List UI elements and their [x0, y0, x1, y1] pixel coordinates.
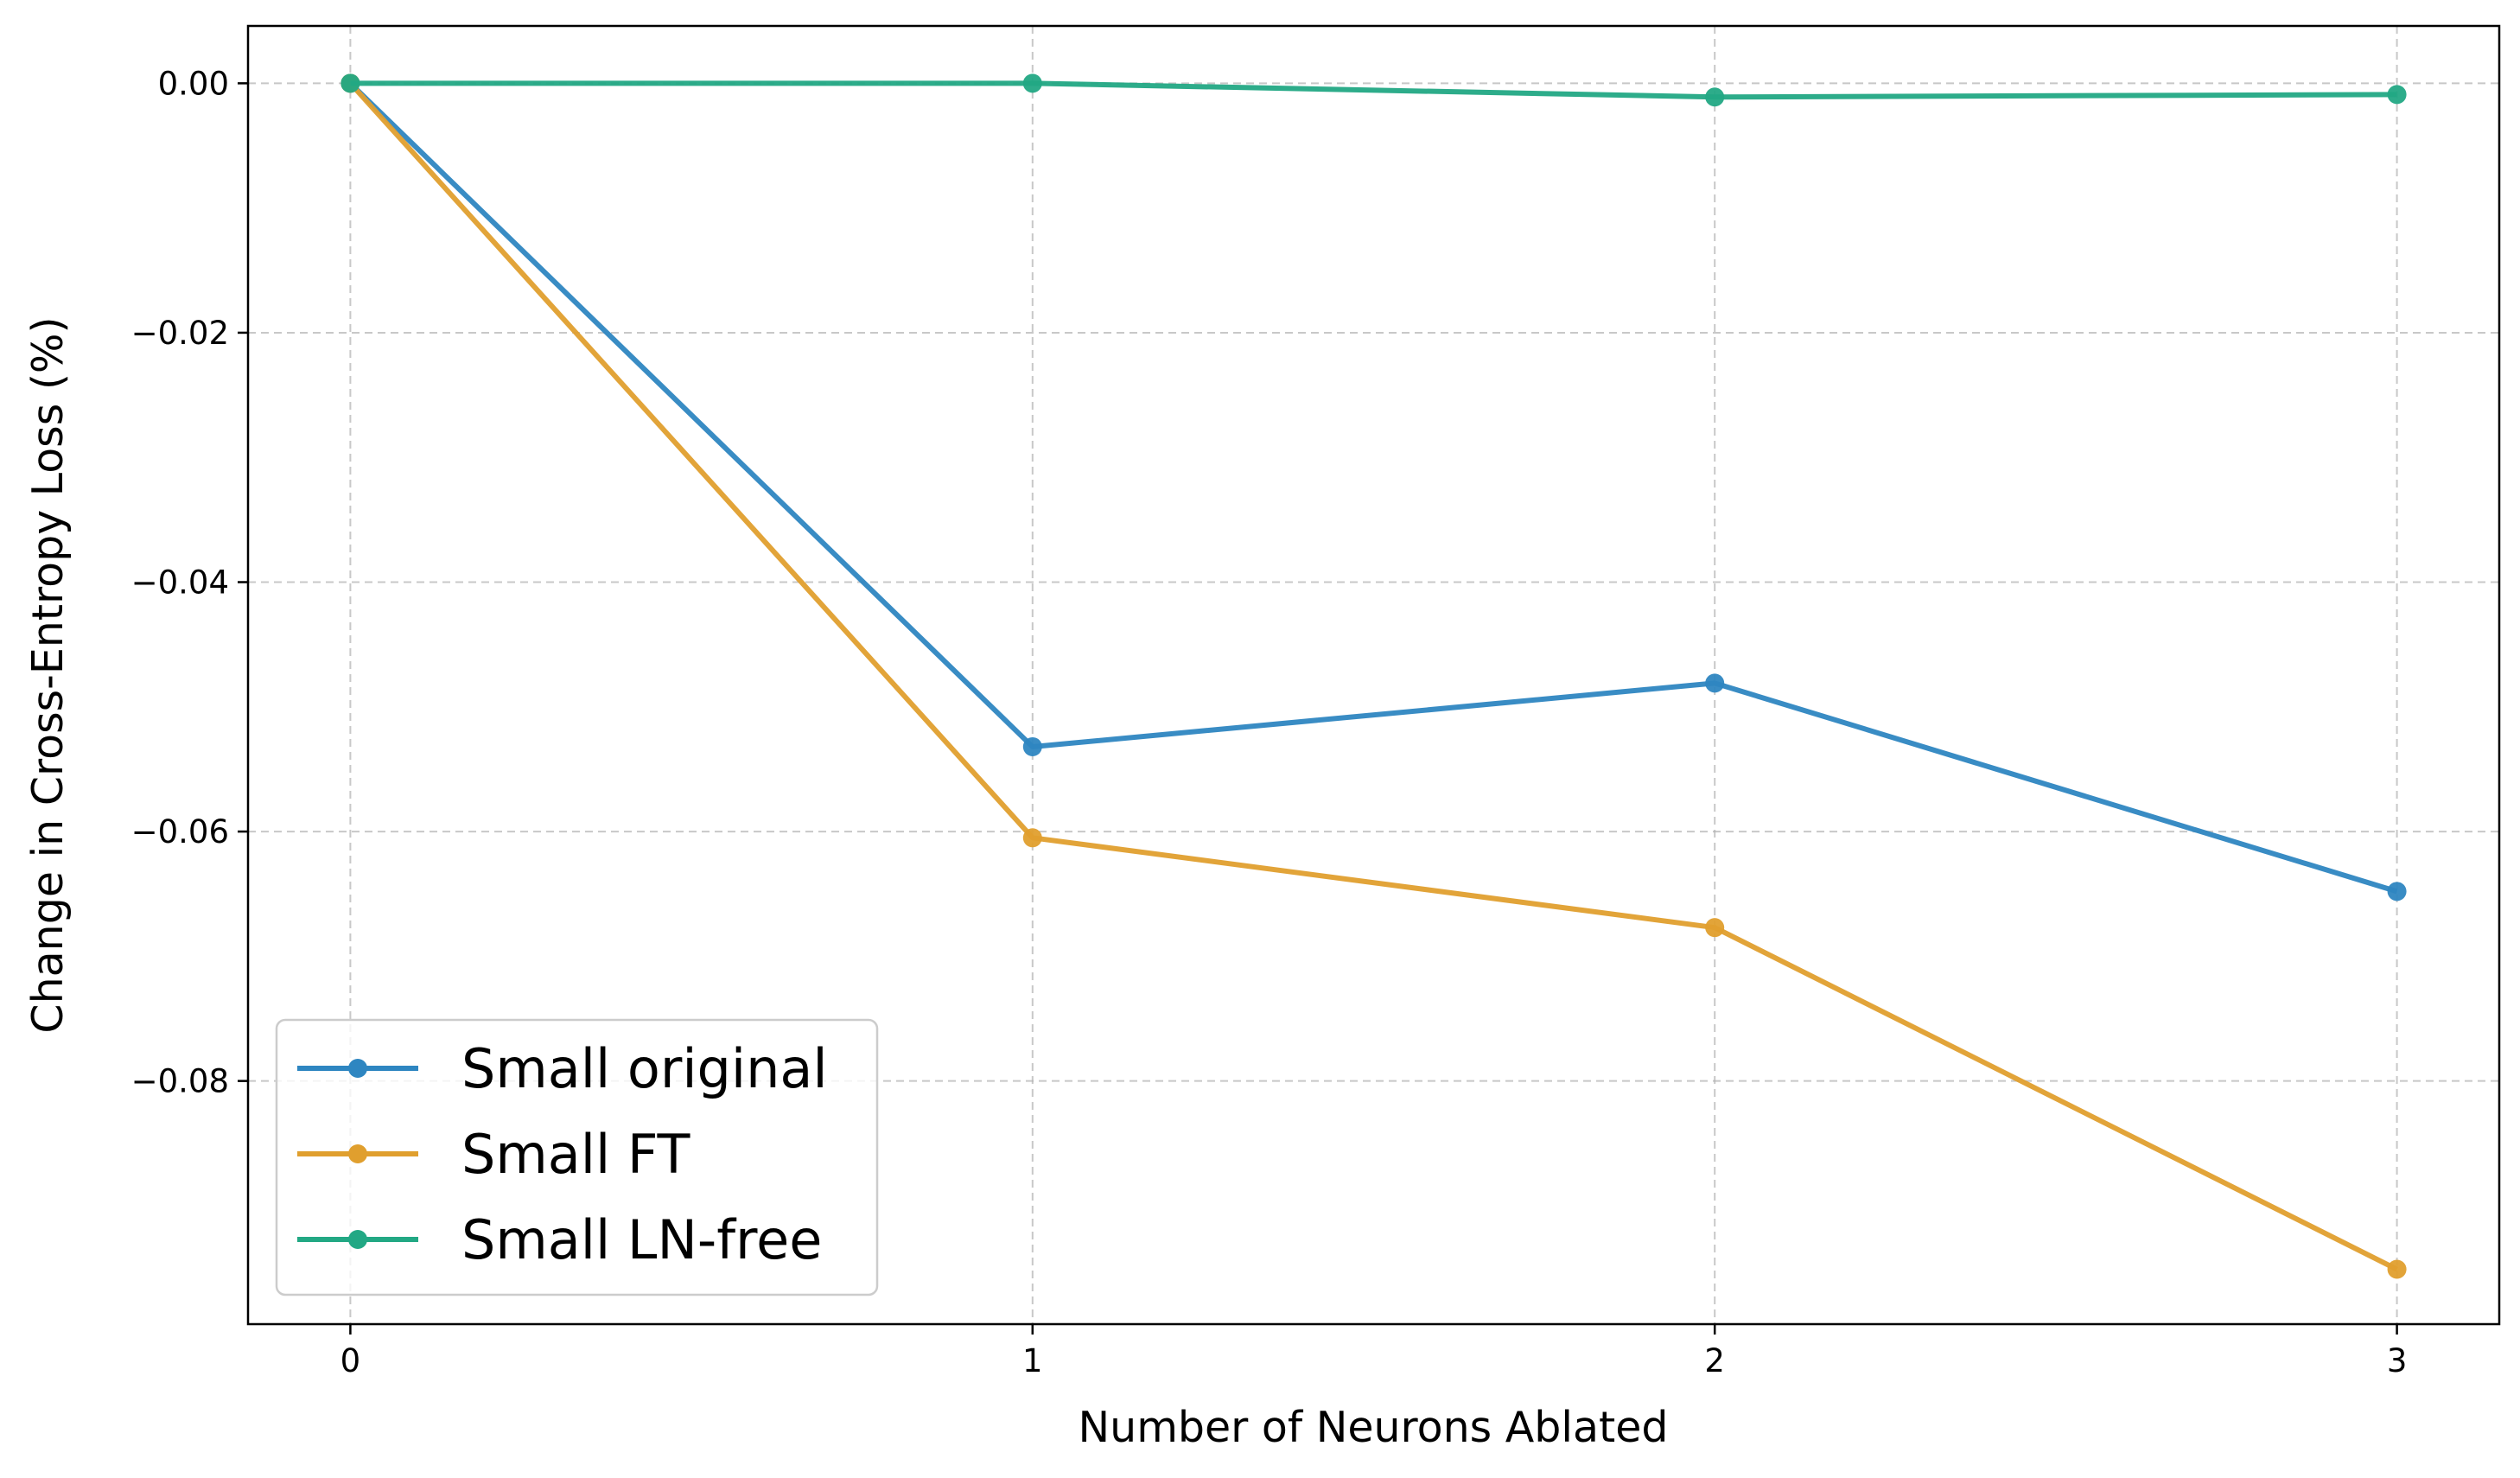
y-tick-label: −0.02 — [131, 315, 229, 352]
y-tick-label: −0.04 — [131, 564, 229, 602]
data-point-small-ln-free — [340, 73, 360, 93]
series-line-small-ln-free — [350, 80, 2397, 100]
legend-box — [275, 1018, 879, 1296]
data-point-small-ft — [1705, 918, 1725, 938]
data-point-small-original — [2387, 882, 2407, 901]
legend: Small original Small FT Small LN-free — [275, 1018, 879, 1296]
data-point-small-original — [1022, 736, 1042, 756]
data-point-small-ft — [1022, 828, 1042, 848]
legend-entry-small-original: Small original — [297, 1037, 828, 1100]
x-tick-label: 0 — [340, 1342, 361, 1379]
legend-entries: Small original Small FT Small LN-free — [297, 1037, 828, 1271]
y-tick-label: −0.08 — [131, 1063, 229, 1100]
axis-ticks: 0 1 2 3 0.00 −0.02 −0.04 −0.06 −0.08 — [131, 65, 2408, 1379]
series-small-ln-free — [340, 73, 2407, 107]
data-point-small-original — [1705, 673, 1725, 693]
data-point-small-ln-free — [2387, 85, 2407, 105]
series-line-small-original — [348, 81, 2398, 895]
y-axis-label: Change in Cross-Entropy Loss (%) — [23, 316, 73, 1033]
x-tick-label: 3 — [2387, 1342, 2408, 1379]
data-point-small-ln-free — [1022, 73, 1042, 93]
y-tick-label: 0.00 — [158, 65, 229, 102]
legend-marker-small-original — [348, 1059, 367, 1078]
legend-marker-small-ln-free — [348, 1230, 367, 1249]
legend-marker-small-ft — [348, 1144, 367, 1163]
data-point-small-ft — [2387, 1259, 2407, 1279]
x-axis-label: Number of Neurons Ablated — [1078, 1403, 1668, 1452]
legend-entry-small-ft: Small FT — [297, 1123, 690, 1186]
plot-area-frame — [246, 24, 2501, 1326]
data-series — [340, 73, 2407, 1279]
x-tick-label: 2 — [1704, 1342, 1725, 1379]
legend-label: Small FT — [461, 1123, 690, 1186]
x-tick-label: 1 — [1022, 1342, 1043, 1379]
legend-label: Small original — [461, 1037, 828, 1100]
data-point-small-ln-free — [1705, 87, 1725, 107]
series-line-small-ft — [348, 81, 2398, 1272]
y-tick-label: −0.06 — [131, 813, 229, 850]
legend-label: Small LN-free — [461, 1208, 822, 1271]
legend-entry-small-ln-free: Small LN-free — [297, 1208, 822, 1271]
